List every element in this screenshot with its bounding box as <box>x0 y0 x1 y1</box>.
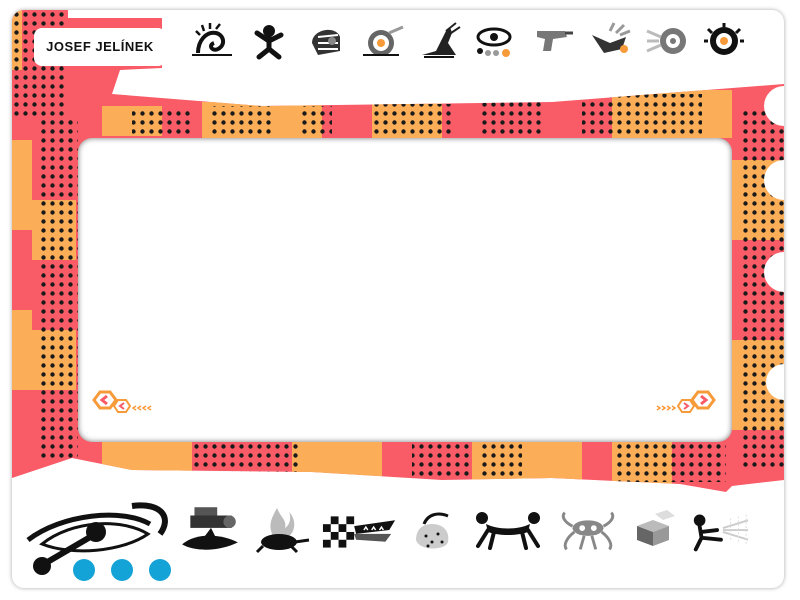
snail-shell-icon[interactable] <box>359 21 407 61</box>
camera-fish-icon[interactable] <box>180 505 242 557</box>
title-box: JOSEF JELÍNEK <box>34 28 166 66</box>
crawling-couple-icon[interactable] <box>468 505 548 557</box>
eye-logo-icon[interactable] <box>22 494 172 584</box>
hatching-egg-icon[interactable] <box>408 505 458 557</box>
spiral-mollusk-icon[interactable] <box>188 21 236 61</box>
spray-figure-icon[interactable] <box>688 505 750 557</box>
top-icon-nav <box>188 18 748 64</box>
bird-creature-icon[interactable] <box>586 21 634 61</box>
pistol-icon[interactable] <box>529 21 577 61</box>
site-title[interactable]: JOSEF JELÍNEK <box>46 39 154 54</box>
bottom-icon-nav <box>180 496 750 566</box>
spider-mask-icon[interactable] <box>557 505 619 557</box>
blocks-icon[interactable] <box>629 505 679 557</box>
site-card: JOSEF JELÍNEK <box>12 10 784 588</box>
hairdryer-icon[interactable] <box>643 21 691 61</box>
fire-turtle-icon[interactable] <box>251 505 311 557</box>
eye-dots-icon[interactable] <box>472 21 520 61</box>
gear-eye-icon[interactable] <box>700 21 748 61</box>
high-heel-shoe-icon[interactable] <box>416 21 464 61</box>
helmet-head-icon[interactable] <box>302 21 350 61</box>
previous-arrow-icon[interactable] <box>92 390 162 418</box>
checkered-crocodile-icon[interactable] <box>321 505 399 557</box>
next-arrow-icon[interactable] <box>646 390 716 418</box>
dancing-figure-icon[interactable] <box>245 21 293 61</box>
content-viewer <box>78 138 732 442</box>
